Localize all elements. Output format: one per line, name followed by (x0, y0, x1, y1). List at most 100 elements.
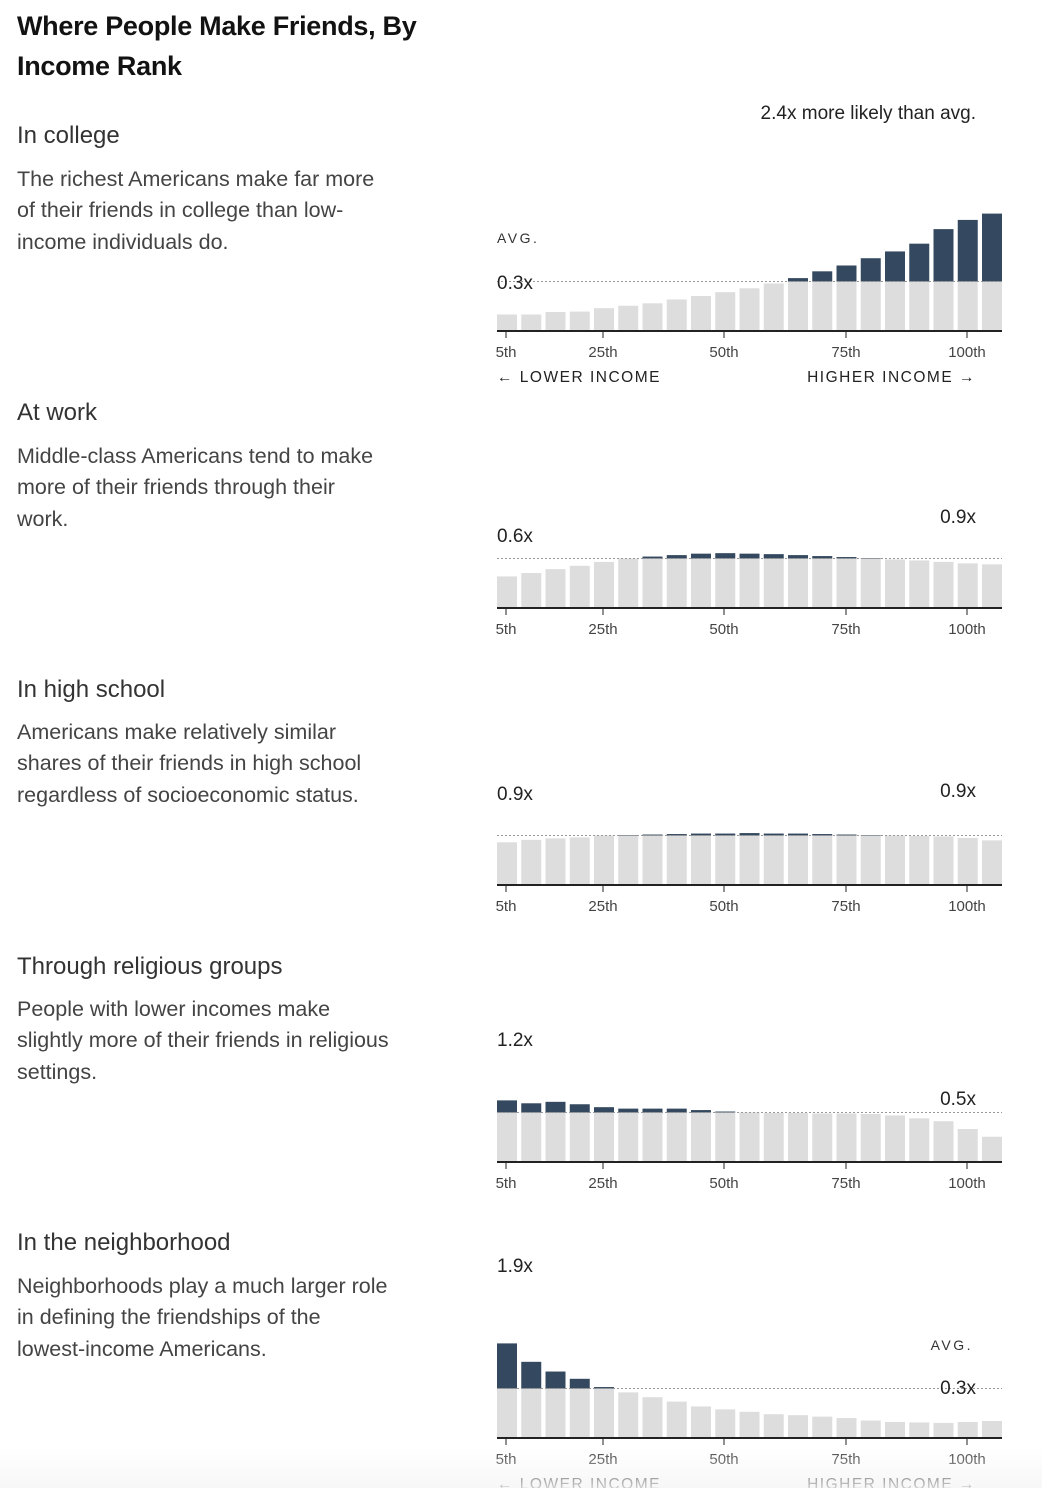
bar-below-avg (788, 558, 808, 607)
bar-below-avg (594, 1388, 614, 1437)
bar-above-avg (715, 833, 736, 836)
bar-above-avg (885, 251, 905, 282)
bar-below-avg (957, 281, 978, 330)
section-heading-high-school: In high school (17, 676, 166, 703)
bar-below-avg (618, 1392, 639, 1437)
bar-below-avg (497, 842, 517, 884)
bar-below-avg (545, 312, 566, 330)
bar-below-avg (715, 558, 736, 607)
bar-below-avg (715, 1112, 736, 1161)
bar-below-avg (642, 558, 663, 607)
bar-below-avg (982, 564, 1002, 607)
bar-below-avg (909, 1422, 930, 1437)
bar-below-avg (691, 296, 711, 330)
bar-below-avg (691, 1112, 711, 1161)
bar-below-avg (933, 1422, 954, 1437)
bar-below-avg (569, 1112, 590, 1161)
bar-below-avg (545, 569, 566, 607)
bar-above-avg (594, 1387, 614, 1389)
bar-above-avg (812, 271, 833, 282)
avg-label: AVG. (931, 1337, 973, 1353)
bar-below-avg (497, 1388, 517, 1437)
bar-below-avg (763, 835, 784, 884)
bar-below-avg (836, 1113, 857, 1161)
bar-below-avg (788, 1112, 808, 1161)
bar-below-avg (715, 1409, 736, 1437)
x-tick-label: 25th (588, 621, 617, 638)
bar-above-avg (957, 219, 978, 282)
bar-above-avg (982, 213, 1002, 282)
bar-below-avg (594, 835, 614, 884)
bar-below-avg (763, 558, 784, 607)
bar-below-avg (836, 835, 857, 884)
x-tick-label: 75th (831, 1175, 860, 1192)
x-tick-label: 5th (496, 1451, 517, 1468)
bar-below-avg (497, 576, 517, 607)
bar-below-avg (715, 292, 736, 330)
bar-below-avg (860, 558, 881, 607)
bar-below-avg (885, 1115, 905, 1161)
bar-above-avg (715, 553, 736, 559)
bar-below-avg (957, 1421, 978, 1437)
bar-below-avg (642, 303, 663, 330)
bar-above-avg (933, 229, 954, 282)
bar-below-avg (763, 1414, 784, 1437)
bar-below-avg (885, 835, 905, 884)
bar-below-avg (594, 1112, 614, 1161)
bar-below-avg (739, 1112, 760, 1161)
bar-above-avg (909, 243, 930, 282)
lower-income-label: ← LOWER INCOME (497, 369, 661, 386)
bar-below-avg (545, 838, 566, 884)
bar-above-avg (618, 1108, 639, 1113)
bar-below-avg (982, 1420, 1002, 1437)
x-tick-label: 75th (831, 898, 860, 915)
bar-below-avg (788, 1415, 808, 1437)
section-heading-college: In college (17, 122, 120, 149)
x-tick-label: 5th (496, 898, 517, 915)
bar-below-avg (812, 558, 833, 607)
x-tick-label: 100th (948, 898, 986, 915)
bar-below-avg (763, 283, 784, 330)
bar-below-avg (957, 837, 978, 884)
bar-below-avg (836, 281, 857, 330)
bar-below-avg (521, 1388, 542, 1437)
bar-below-avg (642, 1397, 663, 1437)
bar-below-avg (521, 314, 542, 330)
section-heading-neighborhood: In the neighborhood (17, 1229, 231, 1256)
bar-below-avg (569, 311, 590, 330)
section-description-neighborhood: Neighborhoods play a much larger role in… (17, 1274, 388, 1361)
bar-below-avg (885, 281, 905, 330)
page-title: Where People Make Friends, By Income Ran… (17, 11, 417, 81)
bar-below-avg (812, 281, 833, 330)
avg-label: AVG. (497, 230, 539, 246)
end-value-label: 0.9x (940, 507, 976, 528)
bar-below-avg (545, 1388, 566, 1437)
end-value-label: 0.9x (940, 781, 976, 802)
bar-above-avg (763, 833, 784, 836)
bar-below-avg (885, 1421, 905, 1437)
bar-above-avg (642, 834, 663, 836)
bar-below-avg (569, 837, 590, 884)
bar-below-avg (666, 1112, 687, 1161)
bar-above-avg (642, 556, 663, 559)
bar-below-avg (569, 565, 590, 607)
bar-below-avg (788, 281, 808, 330)
bar-below-avg (618, 1112, 639, 1161)
bar-below-avg (836, 1418, 857, 1437)
bar-below-avg (812, 835, 833, 884)
bar-above-avg (739, 833, 760, 836)
bar-above-avg (642, 1108, 663, 1113)
section-heading-work: At work (17, 399, 98, 426)
bar-above-avg (666, 1108, 687, 1113)
end-value-label: 2.4x more likely than avg. (761, 103, 976, 124)
bar-below-avg (642, 1112, 663, 1161)
bar-below-avg (909, 1118, 930, 1161)
start-value-label: 1.9x (497, 1256, 533, 1277)
bar-below-avg (788, 835, 808, 884)
bar-below-avg (618, 305, 639, 330)
bar-below-avg (521, 1112, 542, 1161)
bar-below-avg (739, 288, 760, 330)
bar-above-avg (545, 1101, 566, 1113)
bar-below-avg (618, 558, 639, 607)
bar-below-avg (763, 1112, 784, 1161)
